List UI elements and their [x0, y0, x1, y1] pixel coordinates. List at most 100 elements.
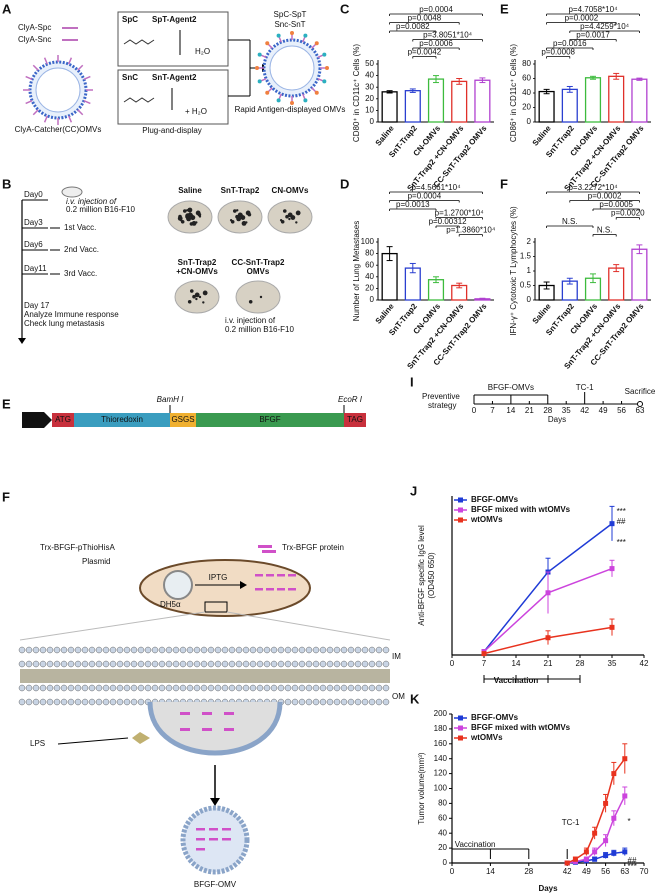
lipid: [172, 646, 180, 654]
protein: [196, 848, 205, 851]
antigen: [322, 52, 327, 57]
lipid: [284, 646, 292, 654]
lipid: [298, 698, 306, 706]
day-tick: 56: [617, 406, 626, 415]
lipid: [67, 646, 75, 654]
lipid: [53, 660, 61, 668]
lipid: [249, 684, 257, 692]
day-tick: 0: [472, 406, 477, 415]
lipid: [312, 646, 320, 654]
lipid: [39, 660, 47, 668]
lps: [132, 732, 150, 744]
lipid: [207, 684, 215, 692]
legend-label: wtOMVs: [470, 733, 503, 742]
lipid: [270, 646, 278, 654]
lipid: [151, 660, 159, 668]
lipid: [291, 660, 299, 668]
lipid: [60, 684, 68, 692]
lipid: [354, 684, 362, 692]
lipid: [60, 660, 68, 668]
marker: [603, 853, 609, 859]
lipid: [326, 698, 334, 706]
lipid: [214, 660, 222, 668]
lipid: [116, 698, 124, 706]
label: ClyA-Spc: [18, 23, 51, 32]
marker: [583, 849, 589, 855]
lipid: [151, 684, 159, 692]
protein: [180, 712, 190, 715]
bar: [631, 248, 648, 301]
reaction-box: [117, 11, 229, 67]
bar: [631, 78, 648, 123]
label: Plasmid: [82, 557, 110, 566]
p-value: p=1.3860*10⁴: [446, 226, 496, 235]
metastasis: [247, 212, 252, 217]
lipid: [326, 684, 334, 692]
marker: [611, 850, 617, 856]
marker: [592, 830, 598, 836]
metastasis: [189, 289, 194, 293]
legend-label: BFGF-OMVs: [471, 713, 519, 722]
lipid: [74, 698, 82, 706]
bar: [608, 267, 625, 301]
metastasis: [195, 297, 198, 301]
line: [32, 64, 39, 71]
panel-label: E: [500, 1, 509, 16]
label: Day11: [24, 264, 47, 273]
lipid: [214, 646, 222, 654]
y-tick-label: 1.5: [520, 252, 532, 261]
lipid: [319, 698, 327, 706]
metastasis: [295, 210, 301, 216]
lipid: [81, 698, 89, 706]
lipid: [375, 698, 383, 706]
lipid: [186, 660, 194, 668]
label: GSGS: [171, 415, 194, 424]
x-tick-label: 56: [601, 867, 610, 876]
protein-icon: [262, 550, 276, 553]
label: Day 17: [24, 301, 50, 310]
endpoint: [637, 401, 643, 407]
lipid: [123, 660, 131, 668]
y-tick-label: 20: [438, 843, 447, 852]
label: TAG: [347, 415, 363, 424]
metastasis: [282, 209, 287, 213]
line: [68, 57, 73, 65]
line: [32, 109, 39, 116]
lipid: [179, 660, 187, 668]
label: strategy: [428, 401, 456, 410]
label: OMVs: [247, 267, 270, 276]
protein: [255, 574, 263, 577]
x-tick-label: 70: [640, 867, 649, 876]
lipid: [130, 698, 138, 706]
label: SpC: [122, 15, 138, 24]
panel-label: E: [2, 396, 11, 411]
p-value: p=4.7058*10⁴: [568, 5, 618, 14]
line: [83, 100, 91, 105]
lipid: [375, 660, 383, 668]
antigen: [265, 41, 270, 46]
lipid: [95, 684, 103, 692]
lipid: [53, 684, 61, 692]
lipid: [74, 660, 82, 668]
label: Saline: [178, 186, 202, 195]
lipid: [319, 646, 327, 654]
lipid: [116, 684, 124, 692]
p-value: p=0.00312: [429, 217, 468, 226]
lipid: [102, 660, 110, 668]
y-tick-label: 180: [434, 724, 448, 733]
label: BFGF-OMV: [194, 880, 237, 889]
marker: [622, 756, 628, 762]
label: Ptrc: [26, 415, 40, 424]
lipid: [319, 684, 327, 692]
lipid: [326, 646, 334, 654]
lipid: [354, 660, 362, 668]
lipid: [123, 646, 131, 654]
lipid: [116, 646, 124, 654]
protein: [196, 838, 205, 841]
marker: [481, 651, 487, 657]
lipid: [151, 646, 159, 654]
x-tick-label: 28: [576, 659, 585, 668]
lipid: [18, 698, 26, 706]
label: CC-SnT-Trap2: [232, 258, 285, 267]
label: Snc-SnT: [274, 20, 305, 29]
